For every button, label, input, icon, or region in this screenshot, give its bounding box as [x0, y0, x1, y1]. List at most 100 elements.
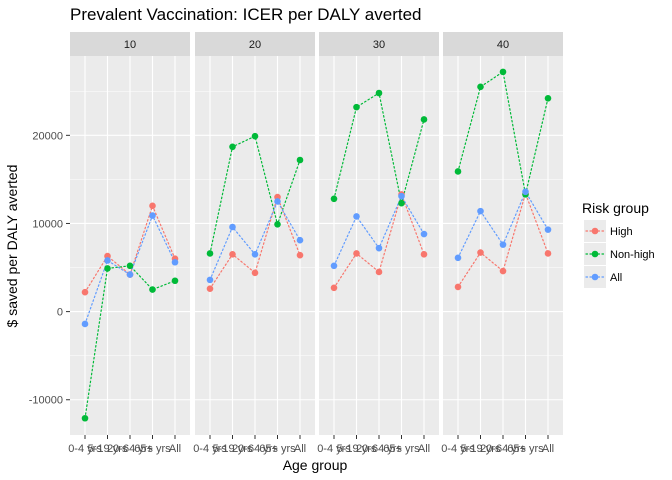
x-tick-label: 5-19 yrs: [461, 443, 501, 455]
legend: Risk group High Non-high All: [582, 200, 655, 288]
data-point-all: [171, 258, 179, 266]
y-tick-label: -10000: [29, 395, 63, 407]
legend-label: All: [610, 272, 622, 284]
data-point-all: [454, 254, 462, 262]
data-point-all: [296, 236, 304, 244]
data-point-all: [477, 207, 484, 215]
facet-strip: [443, 32, 563, 56]
y-axis-title: $ saved per DALY averted: [4, 165, 20, 328]
x-tick-label: All: [418, 443, 430, 455]
x-tick-label: 65+ yrs: [134, 443, 171, 455]
data-point-all: [398, 192, 405, 200]
data-point-non-high: [330, 195, 338, 203]
data-point-all: [375, 244, 383, 252]
data-point-non-high: [104, 265, 111, 272]
data-point-high: [229, 251, 236, 258]
data-point-non-high: [149, 286, 156, 293]
y-tick-label: 20000: [32, 130, 63, 142]
data-point-high: [499, 267, 507, 275]
data-point-all: [229, 223, 236, 231]
x-tick-label: 20-64 yrs: [107, 443, 153, 455]
data-point-high: [477, 249, 484, 256]
data-point-non-high: [81, 414, 89, 422]
data-point-high: [149, 202, 156, 210]
data-point-high: [454, 283, 462, 291]
y-tick-label: 0: [57, 307, 63, 319]
data-point-all: [206, 276, 214, 284]
legend-item-non-high: Non-high: [584, 243, 655, 265]
x-tick-label: 20-64 yrs: [356, 443, 402, 455]
x-tick-label: 65+ yrs: [259, 443, 296, 455]
facet-strip: [319, 32, 439, 56]
series-line-non-high: [84, 265, 176, 419]
legend-item-all: All: [584, 266, 622, 288]
data-point-non-high: [420, 116, 428, 123]
data-point-high: [330, 284, 338, 292]
facet-strip: [70, 32, 190, 56]
legend-item-high: High: [584, 220, 633, 242]
series-line-non-high: [457, 70, 549, 195]
x-tick-label: 20-64 yrs: [480, 443, 526, 455]
data-point-all: [353, 213, 360, 220]
y-axis: -10000 0 10000 20000: [29, 130, 70, 407]
series-line-high: [333, 192, 425, 289]
data-point-non-high: [454, 168, 462, 175]
data-point-non-high: [544, 95, 552, 102]
x-tick-label: 0-4 yrs: [317, 443, 351, 455]
data-point-high: [81, 288, 89, 296]
x-tick-label: All: [169, 443, 181, 455]
legend-label: Non-high: [610, 249, 655, 261]
x-tick-label: 65+ yrs: [383, 443, 420, 455]
chart-title: Prevalent Vaccination: ICER per DALY ave…: [70, 5, 422, 24]
data-point-non-high: [477, 83, 484, 91]
data-point-non-high: [274, 221, 281, 228]
data-point-high: [544, 250, 552, 257]
legend-title: Risk group: [582, 200, 649, 216]
data-point-high: [375, 268, 383, 276]
x-tick-label: 5-19 yrs: [337, 443, 377, 455]
data-point-all: [81, 320, 89, 328]
x-tick-label: 0-4 yrs: [441, 443, 475, 455]
x-axis-title: Age group: [283, 457, 348, 473]
series-line-high: [457, 191, 549, 288]
x-tick-label: 5-19 yrs: [88, 443, 128, 455]
facet-strip-label: 40: [497, 39, 509, 51]
data-point-non-high: [353, 103, 360, 111]
facet-strip-label: 10: [124, 39, 136, 51]
legend-point: [591, 227, 599, 235]
facet-strip-label: 20: [249, 39, 261, 51]
x-tick-label: All: [542, 443, 554, 455]
data-point-all: [126, 271, 134, 278]
data-point-high: [420, 251, 428, 258]
data-point-non-high: [499, 68, 507, 76]
data-point-all: [544, 226, 552, 233]
y-tick-label: 10000: [32, 218, 63, 230]
x-tick-label: 0-4 yrs: [68, 443, 102, 455]
data-point-non-high: [206, 250, 214, 257]
data-point-non-high: [171, 277, 179, 285]
data-point-all: [104, 257, 111, 264]
x-tick-label: All: [294, 443, 306, 455]
x-tick-label: 65+ yrs: [507, 443, 544, 455]
data-point-non-high: [126, 262, 134, 270]
data-point-all: [251, 251, 259, 258]
legend-point: [591, 250, 599, 258]
facet-strip: [195, 32, 315, 56]
data-point-high: [206, 285, 214, 292]
data-point-all: [420, 230, 428, 238]
data-point-high: [251, 269, 259, 277]
data-point-all: [149, 212, 156, 219]
data-point-non-high: [375, 89, 383, 97]
x-tick-label: 20-64 yrs: [232, 443, 278, 455]
data-point-all: [274, 198, 281, 205]
data-point-non-high: [398, 199, 405, 207]
data-point-high: [296, 251, 304, 259]
data-point-all: [330, 262, 338, 270]
data-point-non-high: [296, 156, 304, 164]
